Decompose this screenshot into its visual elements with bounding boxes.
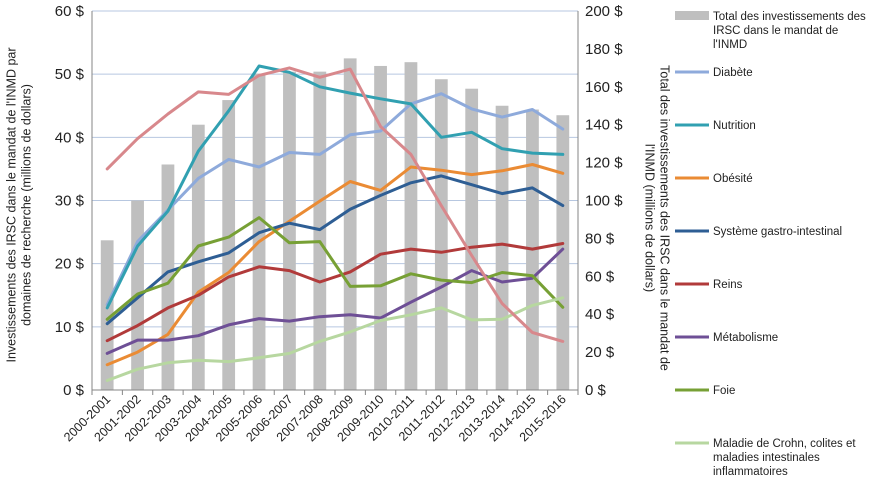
legend-label: Maladie de Crohn, colites et maladies int…	[713, 438, 856, 478]
legend-label: Reins	[713, 279, 743, 291]
series-line-endocrinologie	[105, 66, 565, 343]
y-axis-right-title: Total des investissements des IRSC dans …	[643, 65, 672, 371]
y-left-tick-label: 40 $	[55, 129, 85, 146]
y-right-tick-label: 20 $	[585, 344, 615, 361]
legend-label: Obésité	[713, 173, 753, 185]
legend-label: Total des investissements des IRSC dans l…	[713, 11, 866, 51]
bar-total-2011-2012	[434, 79, 448, 390]
legend-item: Système gastro-intestinal	[675, 226, 842, 238]
y-left-tick-label: 0 $	[63, 382, 85, 399]
series-line-obesite	[105, 163, 565, 367]
bar-total-2012-2013	[465, 88, 479, 390]
series-line-diabete	[105, 92, 565, 307]
bar-total-2009-2010	[374, 65, 387, 390]
y-right-tick-label: 60 $	[585, 268, 615, 285]
y-left-tick-label: 60 $	[55, 3, 85, 20]
y-right-tick-label: 100 $	[585, 193, 623, 210]
bar-total-2003-2004	[191, 124, 205, 390]
y-right-tick-label: 80 $	[585, 230, 615, 247]
legend-label: Nutrition	[713, 120, 756, 132]
y-right-tick-label: 40 $	[585, 306, 615, 323]
y-right-tick-label: 140 $	[585, 117, 623, 134]
legend-label: Foie	[713, 385, 735, 397]
legend-item: Obésité	[675, 173, 753, 185]
y-right-tick-label: 180 $	[585, 41, 623, 58]
bar-total-2002-2003	[161, 164, 175, 390]
series-line-maladie-de-crohn-colites-et-maladies-intestinales-inflammatoires	[105, 296, 565, 382]
legend-item: Métabolisme	[675, 332, 778, 344]
bar-total-2015-2016	[556, 115, 570, 390]
y-right-tick-label: 200 $	[585, 3, 623, 20]
y-axis-left-title: Investissements des IRSC dans le mandat …	[5, 47, 34, 362]
legend-item: Nutrition	[675, 120, 756, 132]
line-series	[105, 64, 565, 382]
series-line-reins	[105, 242, 565, 343]
legend-label: Système gastro-intestinal	[713, 226, 842, 238]
legend: Total des investissements des IRSC dans l…	[675, 11, 866, 478]
legend-item: Diabète	[675, 67, 753, 79]
legend-item: Maladie de Crohn, colites et maladies int…	[675, 438, 856, 478]
bar-total-2010-2011	[404, 62, 418, 390]
bar-total-2004-2005	[222, 100, 236, 390]
bar-total-2006-2007	[283, 71, 296, 390]
legend-label: Métabolisme	[713, 332, 778, 344]
y-right-tick-label: 0 $	[585, 382, 607, 399]
legend-swatch	[675, 11, 709, 20]
y-right-tick-label: 120 $	[585, 155, 623, 172]
legend-item: Total des investissements des IRSC dans l…	[675, 11, 866, 51]
bar-total-2008-2009	[343, 58, 357, 390]
y-left-tick-label: 50 $	[55, 66, 85, 83]
series-line-nutrition	[105, 64, 565, 310]
axes	[91, 11, 579, 395]
y-left-tick-label: 10 $	[55, 319, 85, 336]
legend-item: Foie	[675, 385, 735, 397]
legend-item: Reins	[675, 279, 743, 291]
legend-label: Diabète	[713, 67, 753, 79]
y-right-tick-label: 160 $	[585, 79, 623, 96]
y-left-tick-label: 30 $	[55, 193, 85, 210]
y-left-tick-label: 20 $	[55, 256, 85, 273]
